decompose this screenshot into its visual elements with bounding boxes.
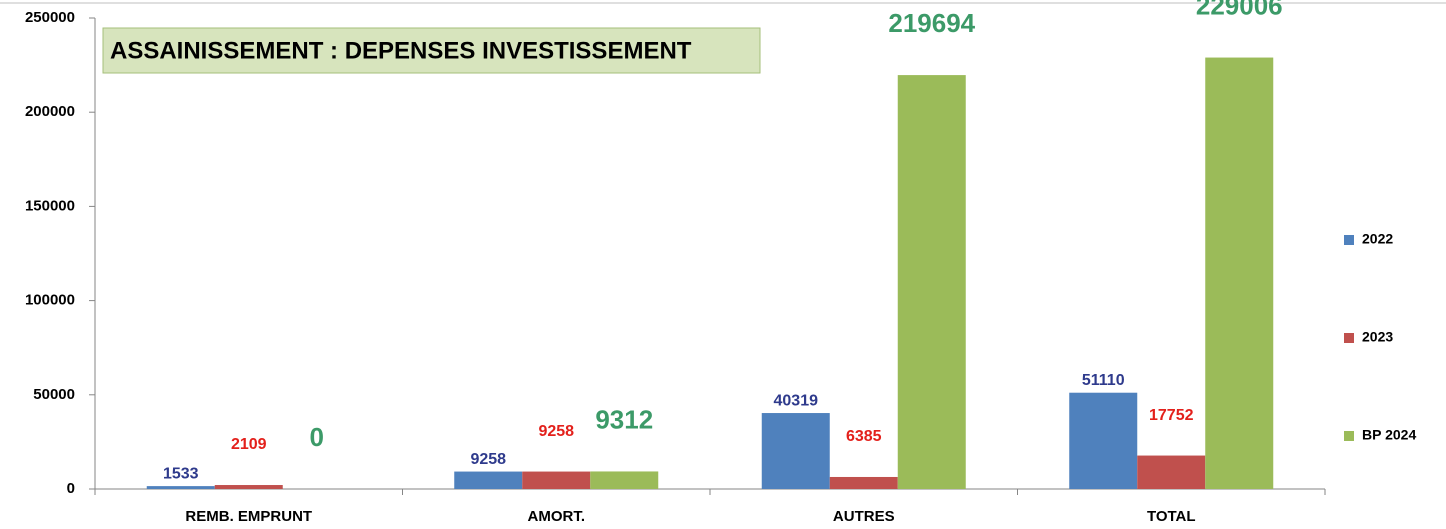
bar [522,471,591,489]
bar [1069,392,1138,489]
chart-title: ASSAINISSEMENT : DEPENSES INVESTISSEMENT [110,37,692,64]
data-label: 51110 [1082,372,1125,389]
y-tick-label: 0 [67,480,75,497]
bar [1137,455,1206,489]
bar [590,471,659,489]
data-label: 1533 [163,465,199,482]
legend-label: 2023 [1362,329,1393,345]
data-label: 9258 [538,423,574,440]
data-label: 219694 [888,8,975,38]
title-box [102,27,761,74]
y-tick-label: 150000 [25,197,75,214]
data-label: 6385 [846,428,882,445]
bar [214,485,283,489]
data-label: 17752 [1149,407,1194,424]
legend-label: 2022 [1362,231,1393,247]
y-tick-label: 100000 [25,292,75,309]
bar [1205,57,1274,489]
y-tick-label: 50000 [33,386,75,403]
bar [761,413,830,489]
y-tick-label: 250000 [25,9,75,26]
legend-swatch [1344,431,1354,441]
bar [829,476,898,489]
legend-swatch [1344,333,1354,343]
y-tick-label: 200000 [25,103,75,120]
legend-swatch [1344,235,1354,245]
data-label: 9258 [470,451,506,468]
bar [146,486,215,489]
data-label: 0 [310,422,324,452]
data-label: 40319 [774,392,819,409]
x-tick-label: REMB. EMPRUNT [185,508,312,525]
data-label: 9312 [595,404,653,434]
x-tick-label: AUTRES [833,508,895,525]
data-label: 229006 [1196,0,1283,20]
x-tick-label: TOTAL [1147,508,1196,525]
legend-label: BP 2024 [1362,427,1416,443]
data-label: 2109 [231,436,267,453]
bar [897,75,966,490]
x-tick-label: AMORT. [528,508,586,525]
bar [454,471,523,489]
